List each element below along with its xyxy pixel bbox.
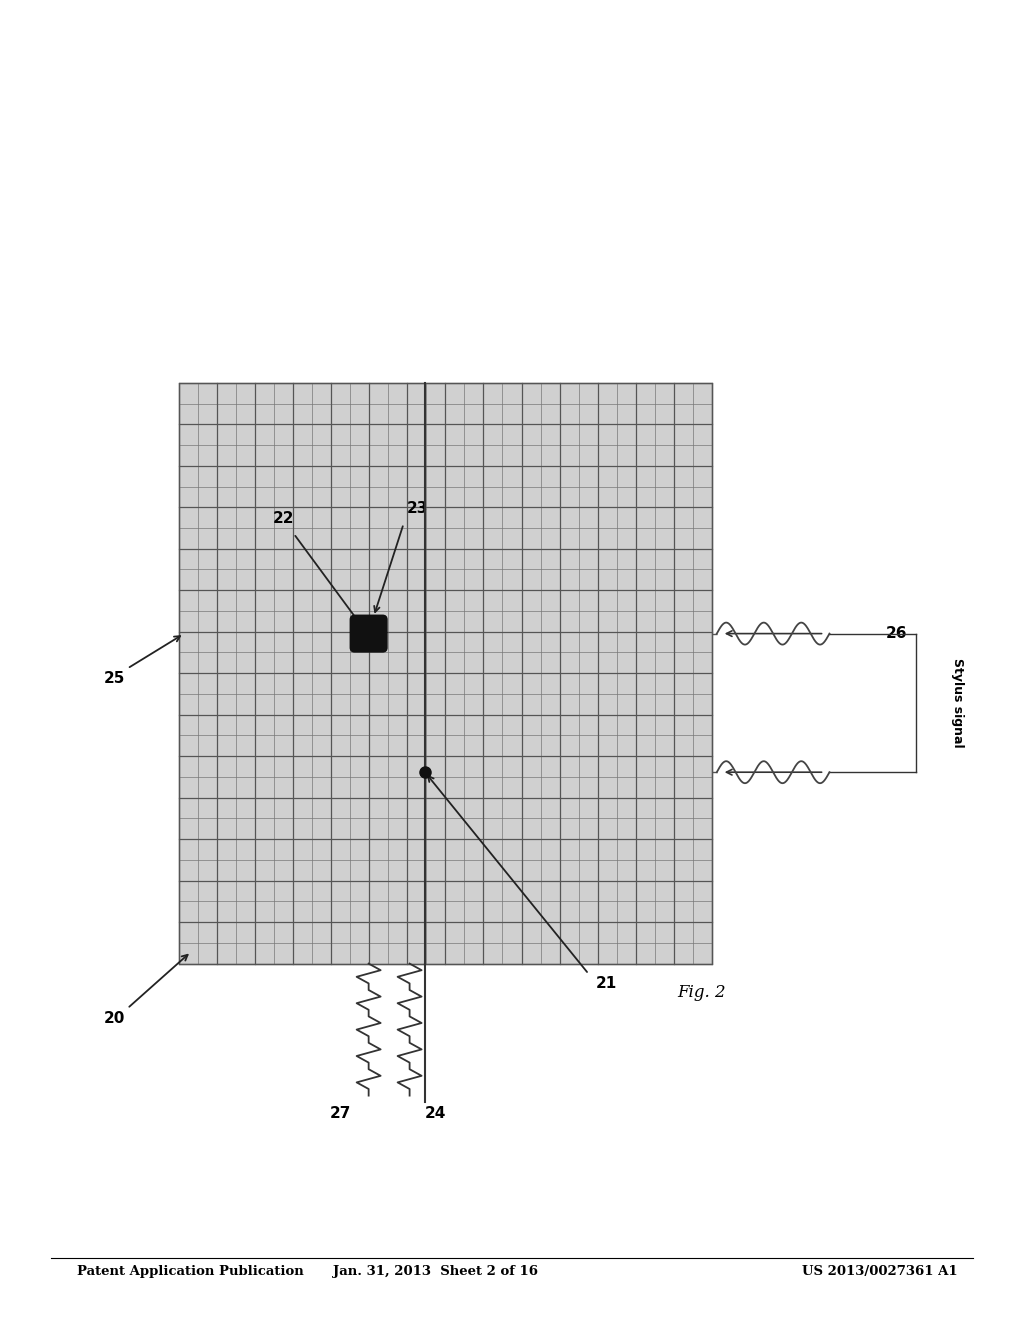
Text: Fig. 2: Fig. 2	[677, 985, 726, 1001]
FancyBboxPatch shape	[350, 615, 387, 652]
Text: 27: 27	[330, 1106, 350, 1121]
Text: US 2013/0027361 A1: US 2013/0027361 A1	[802, 1265, 957, 1278]
Text: 21: 21	[596, 975, 617, 991]
Text: Patent Application Publication: Patent Application Publication	[77, 1265, 303, 1278]
Text: 22: 22	[272, 511, 294, 527]
Text: 23: 23	[407, 502, 428, 516]
Text: 25: 25	[103, 671, 125, 686]
Text: Jan. 31, 2013  Sheet 2 of 16: Jan. 31, 2013 Sheet 2 of 16	[333, 1265, 538, 1278]
Text: 24: 24	[425, 1106, 446, 1121]
Text: 20: 20	[103, 1011, 125, 1026]
Text: Stylus signal: Stylus signal	[951, 659, 964, 747]
Bar	[179, 383, 712, 964]
Text: 26: 26	[886, 626, 907, 642]
